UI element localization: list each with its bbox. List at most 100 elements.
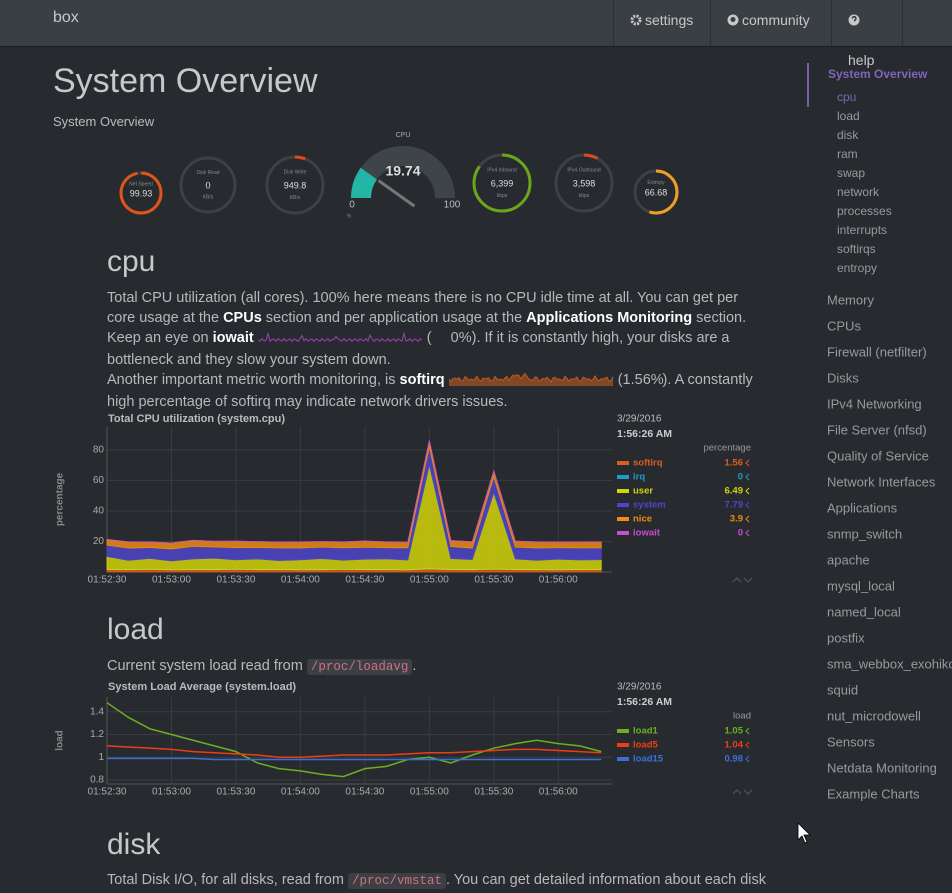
gauge-title: CPU (396, 132, 411, 139)
legend-caret (745, 501, 750, 509)
section-heading: load (107, 613, 164, 646)
x-tick-label: 01:53:00 (152, 787, 191, 798)
sidebar-title[interactable]: System Overview (828, 67, 928, 81)
sidebar-item[interactable]: squid (827, 682, 858, 697)
text: ). If it is constantly high, your disks … (107, 330, 730, 368)
x-tick-label: 01:52:30 (88, 575, 127, 586)
sidebar-item[interactable]: apache (827, 552, 870, 567)
text: ). A constantly high percentage of softi… (107, 372, 753, 410)
sidebar-item[interactable]: Network Interfaces (827, 474, 936, 489)
legend-value: 1.05 (725, 726, 744, 737)
legend-caret (745, 459, 750, 467)
chevron (743, 789, 753, 795)
x-tick-label: 01:55:30 (474, 575, 513, 586)
legend-swatch (617, 757, 629, 761)
sidebar-item[interactable]: nut_microdowell (827, 708, 921, 723)
sidebar-subitem[interactable]: softirqs (837, 242, 876, 256)
legend-value: 0 (738, 528, 743, 539)
legend-name: load15 (633, 754, 664, 765)
sidebar-subitem[interactable]: network (837, 185, 880, 199)
text: Total CPU utilization (all cores). 100% … (107, 290, 739, 326)
sparkline-svg (448, 372, 614, 386)
gauge-title: Disk Read (196, 170, 219, 176)
nav-label: settings (645, 12, 694, 28)
sparkline-svg (257, 331, 423, 343)
text: ( (422, 330, 432, 346)
legend-caret (745, 741, 750, 749)
sidebar-item[interactable]: named_local (827, 604, 901, 619)
icon (727, 14, 739, 26)
code: /proc/loadavg (306, 659, 413, 675)
gauge-units: KB/s (290, 195, 301, 201)
sparkline-line (448, 372, 614, 383)
sidebar-item[interactable]: File Server (nfsd) (827, 422, 927, 437)
text: iowait (212, 330, 254, 346)
sidebar-item[interactable]: Disks (827, 370, 859, 385)
sidebar-item[interactable]: Applications (827, 500, 898, 515)
sidebar-item[interactable]: Quality of Service (827, 448, 929, 463)
code: /proc/vmstat (347, 873, 446, 889)
gauge-arc (633, 169, 679, 215)
gauge-title: IPv4 Outbound (567, 168, 601, 174)
section-text: Total CPU utilization (all cores). 100% … (107, 288, 757, 412)
navbar: box settings community help (0, 0, 952, 68)
x-tick-label: 01:55:00 (410, 575, 449, 586)
sidebar-item[interactable]: Memory (827, 292, 874, 307)
gauge-value: 3,598 (573, 178, 596, 188)
line (107, 757, 602, 761)
sidebar-subitem[interactable]: load (837, 109, 860, 123)
legend-name: nice (633, 514, 652, 525)
gauge-value: 6,399 (491, 178, 514, 188)
sidebar-item[interactable]: Netdata Monitoring (827, 760, 937, 775)
sidebar-subitem[interactable]: processes (837, 204, 892, 218)
brand[interactable]: box (53, 9, 79, 26)
y-tick-label: 40 (93, 506, 105, 517)
text: Another important metric worth monitorin… (107, 372, 400, 388)
gauge-fill (351, 167, 378, 199)
sidebar-item[interactable]: IPv4 Networking (827, 396, 922, 411)
gauge-arc (472, 153, 532, 213)
text: section and per application usage at the (261, 310, 527, 326)
section-heading: disk (107, 828, 161, 861)
section-text: Current system load read from /proc/load… (107, 656, 757, 677)
sidebar-subitem[interactable]: disk (837, 128, 859, 142)
x-tick-label: 01:53:30 (216, 787, 255, 798)
page-title: System Overview (53, 62, 318, 100)
sidebar-subitem[interactable]: entropy (837, 261, 877, 275)
sidebar-item[interactable]: snmp_switch (827, 526, 902, 541)
sidebar-subitem[interactable]: ram (837, 147, 858, 161)
inline-value: 0% (450, 330, 472, 346)
nav-settings[interactable]: settings (613, 0, 710, 46)
text: . (412, 658, 417, 674)
legend-value: 0 (738, 472, 743, 483)
legend-name: load5 (633, 740, 659, 751)
sidebar-subitem[interactable]: swap (837, 166, 865, 180)
text: CPUs (223, 310, 262, 326)
legend-caret (745, 515, 750, 523)
gauge-track (179, 156, 237, 214)
sidebar-item[interactable]: Example Charts (827, 786, 920, 801)
y-tick-label: 1 (98, 752, 104, 763)
sidebar-item[interactable]: mysql_local (827, 578, 895, 593)
sidebar-subitem[interactable]: interrupts (837, 223, 887, 237)
x-tick-label: 01:53:30 (216, 575, 255, 586)
sidebar-item[interactable]: Sensors (827, 734, 875, 749)
line (106, 702, 602, 778)
chart-title: Total CPU utilization (system.cpu) (108, 413, 285, 425)
cursor (797, 822, 811, 844)
nav-help[interactable]: help (831, 0, 903, 68)
sidebar-subitem[interactable]: cpu (837, 90, 856, 104)
gauge-value: 0 (205, 180, 210, 190)
sidebar-item[interactable]: CPUs (827, 318, 861, 333)
x-tick-label: 01:56:00 (539, 575, 578, 586)
sidebar-item[interactable]: sma_webbox_exohiko (827, 656, 952, 671)
legend-date: 3/29/2016 (617, 414, 662, 425)
sidebar-item[interactable]: postfix (827, 630, 865, 645)
legend-time: 1:56:26 AM (617, 428, 672, 440)
page-subtitle: System Overview (53, 114, 155, 129)
gauge-value: 949.8 (284, 180, 307, 190)
gauge-units: kbps (497, 193, 508, 199)
nav-community[interactable]: community (710, 0, 831, 46)
legend-value: 1.04 (725, 740, 744, 751)
sidebar-item[interactable]: Firewall (netfilter) (827, 344, 927, 359)
